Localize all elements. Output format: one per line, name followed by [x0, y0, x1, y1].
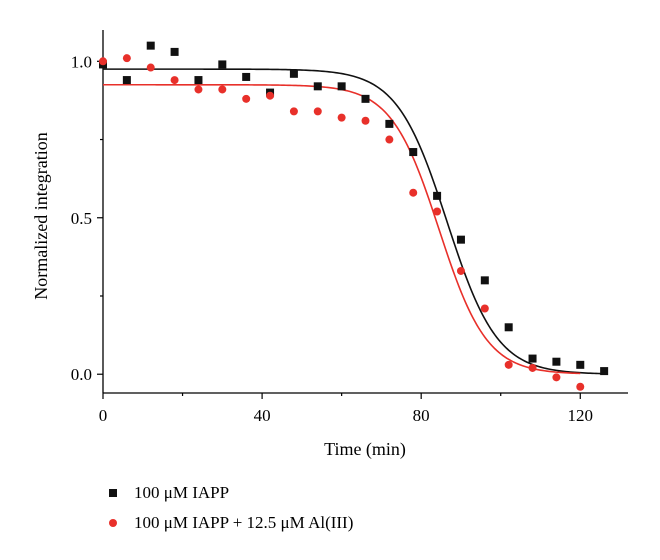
data-point-iapp	[289, 69, 298, 78]
data-point-iapp-al	[361, 116, 370, 125]
x-tick-label: 80	[413, 406, 430, 425]
legend-item-iapp: 100 μM IAPP	[100, 478, 353, 508]
data-point-iapp-al	[480, 304, 489, 313]
fit-curve-iapp	[103, 68, 605, 375]
data-point-iapp	[600, 367, 609, 376]
data-point-iapp-al	[576, 382, 585, 391]
chart-legend: 100 μM IAPP 100 μM IAPP + 12.5 μM Al(III…	[100, 478, 353, 538]
x-tick-label: 120	[568, 406, 594, 425]
x-axis-title: Time (min)	[324, 439, 406, 460]
data-point-iapp	[146, 41, 155, 50]
data-point-iapp	[242, 72, 251, 81]
data-point-iapp	[552, 357, 561, 366]
data-point-iapp-al	[528, 363, 537, 372]
data-point-iapp	[122, 76, 131, 85]
data-point-iapp	[313, 82, 322, 91]
data-point-iapp-al	[385, 135, 394, 144]
data-point-iapp-al	[504, 360, 513, 369]
data-point-iapp	[456, 235, 465, 244]
data-point-iapp-al	[218, 85, 227, 94]
data-point-iapp-al	[552, 373, 561, 382]
data-point-iapp	[337, 82, 346, 91]
x-tick-label: 40	[254, 406, 271, 425]
data-point-iapp-al	[170, 76, 179, 85]
data-point-iapp	[218, 60, 227, 69]
legend-item-iapp-al: 100 μM IAPP + 12.5 μM Al(III)	[100, 508, 353, 538]
data-point-iapp-al	[313, 107, 322, 116]
legend-square-marker	[100, 489, 126, 497]
data-point-iapp-al	[266, 91, 275, 100]
chart-data-points	[99, 41, 609, 391]
data-point-iapp-al	[289, 107, 298, 116]
data-point-iapp-al	[99, 57, 107, 66]
y-tick-label: 1.0	[71, 52, 92, 71]
data-point-iapp	[528, 354, 537, 363]
data-point-iapp	[409, 148, 418, 157]
y-axis-title: Normalized integration	[31, 132, 51, 299]
data-point-iapp-al	[337, 113, 346, 122]
data-point-iapp-al	[122, 54, 131, 63]
data-point-iapp	[480, 276, 489, 285]
legend-label-iapp-al: 100 μM IAPP + 12.5 μM Al(III)	[134, 513, 354, 532]
data-point-iapp	[504, 323, 513, 332]
chart-axes: 0 40 80 120 0.0 0.5 1.0	[71, 30, 628, 425]
data-point-iapp-al	[194, 85, 203, 94]
data-point-iapp-al	[146, 63, 155, 72]
y-tick-label: 0.5	[71, 209, 92, 228]
legend-label-iapp: 100 μM IAPP	[134, 483, 230, 502]
data-point-iapp-al	[242, 94, 251, 103]
y-tick-label: 0.0	[71, 365, 92, 384]
data-point-iapp	[385, 119, 394, 128]
data-point-iapp-al	[409, 188, 418, 197]
chart-plot: 0 40 80 120 0.0 0.5 1.0 Time (min) Normalized …	[31, 30, 628, 460]
data-point-iapp-al	[433, 207, 442, 216]
x-tick-label: 0	[99, 406, 108, 425]
chart-fit-curves	[103, 68, 605, 375]
data-point-iapp-al	[456, 266, 465, 275]
data-point-iapp	[576, 360, 585, 369]
legend-circle-marker	[100, 519, 126, 527]
data-point-iapp	[194, 76, 203, 85]
data-point-iapp	[361, 94, 370, 103]
data-point-iapp	[433, 191, 442, 200]
data-point-iapp	[170, 47, 179, 56]
